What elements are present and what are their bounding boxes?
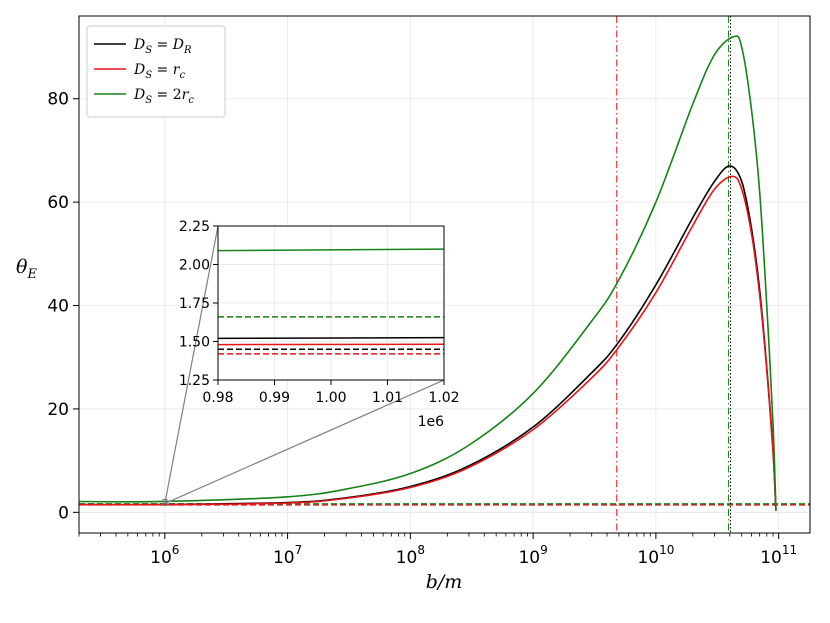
plot-frame (78, 15, 811, 534)
x-tick-label-base: 10 (150, 548, 172, 568)
inset-y-tick-label: 2.00 (179, 258, 210, 274)
y-axis-label: θE (16, 256, 37, 282)
inset-y-tick-label: 1.25 (179, 373, 210, 389)
legend-label-part: R (183, 45, 192, 56)
legend-label-part: = (152, 62, 173, 78)
x-tick-label-base: 10 (273, 548, 295, 568)
legend-label-part: D (172, 37, 184, 53)
inset-x-tick-label: 0.98 (202, 390, 233, 406)
x-tick-label-exp: 10 (659, 543, 674, 557)
x-tick-label-exp: 8 (417, 543, 425, 557)
zoom-connectors (162, 225, 445, 507)
x-tick-label: 106 (150, 543, 179, 568)
legend-label-part: r (182, 87, 190, 103)
legend-label-part: D (133, 62, 145, 78)
legend-label-part: D (133, 87, 145, 103)
legend-label-part: = 2 (152, 87, 182, 103)
inset-y-tick-label: 1.50 (179, 335, 210, 351)
legend-label-part: c (179, 70, 185, 81)
legend-label-2: DS = 2rc (133, 87, 194, 106)
legend-label-part: r (173, 62, 181, 78)
x-tick-label-exp: 9 (540, 543, 548, 557)
x-tick-label: 109 (518, 543, 547, 568)
legend-label-0: DS = DR (133, 37, 192, 56)
inset-line-0 (217, 248, 445, 252)
inset-line-2 (217, 336, 445, 340)
y-axis-label-main: θ (16, 256, 28, 278)
data-lines (78, 16, 810, 533)
y-tick-label: 0 (58, 503, 69, 523)
legend-label-part: S (145, 45, 152, 56)
x-tick-label-exp: 7 (295, 543, 303, 557)
x-axis: 106 107 108 109 1010 1011 (78, 533, 797, 568)
x-tick-label: 108 (396, 543, 425, 568)
legend-label-part: c (188, 95, 194, 106)
x-tick-label: 107 (273, 543, 302, 568)
zoom-connector-1 (164, 225, 219, 504)
x-tick-label: 1010 (637, 543, 674, 568)
legend-label-part: = (152, 37, 173, 53)
inset-x-tick-label: 0.99 (259, 390, 290, 406)
x-tick-label-base: 10 (396, 548, 418, 568)
x-tick-label-base: 10 (518, 548, 540, 568)
y-axis-label-sub: E (26, 267, 37, 282)
inset-x-tick-label: 1.01 (372, 390, 403, 406)
x-tick-label-base: 10 (760, 548, 782, 568)
y-tick-label: 80 (47, 90, 69, 110)
x-tick-label-base: 10 (637, 548, 659, 568)
legend-label-part: S (145, 70, 152, 81)
zoom-connector-2 (164, 379, 445, 505)
y-tick-label: 60 (47, 193, 69, 213)
inset-y-tick-label: 2.25 (179, 219, 210, 235)
x-axis-label: b/m (426, 571, 463, 593)
legend-label-1: DS = rc (133, 62, 185, 81)
y-tick-label: 20 (47, 400, 69, 420)
x-tick-label-exp: 6 (172, 543, 180, 557)
x-tick-label: 1011 (760, 543, 797, 568)
inset-axes: 0.98 0.99 1.00 1.01 1.02 1.25 1.50 1.75 2.00 2.25… (179, 219, 460, 430)
inset-y-tick-label: 1.75 (179, 296, 210, 312)
inset-offset-text: 1e6 (418, 414, 445, 430)
y-tick-label: 40 (47, 297, 69, 317)
inset-x-tick-label: 1.02 (428, 390, 459, 406)
series-line-1 (78, 175, 777, 511)
legend-label-part: D (133, 37, 145, 53)
series-line-2 (78, 35, 777, 510)
inset-x-tick-label: 1.00 (315, 390, 346, 406)
legend-label-part: S (145, 95, 152, 106)
x-tick-label-exp: 11 (782, 543, 797, 557)
y-axis: 0 20 40 60 80 (47, 90, 79, 523)
